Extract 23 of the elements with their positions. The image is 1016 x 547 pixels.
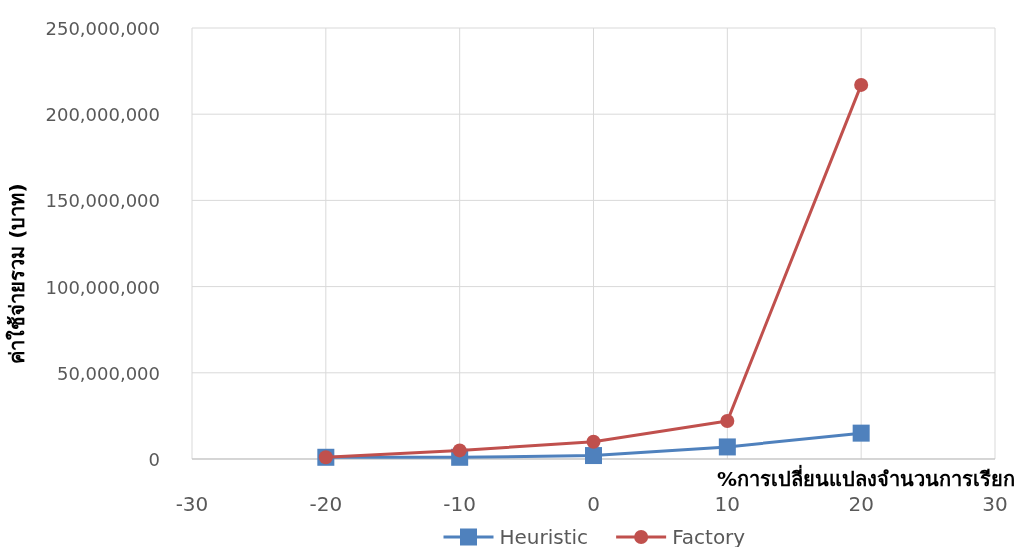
legend-label: Heuristic [499,525,589,547]
y-tick-label: 0 [148,449,160,470]
point [586,434,601,449]
x-tick-label: 20 [848,492,874,516]
point [852,424,870,442]
x-tick-label: -10 [443,492,476,516]
y-tick-label: 50,000,000 [56,362,160,384]
x-tick-label: -20 [309,492,343,516]
y-tick-label: 200,000,000 [45,104,160,126]
x-axis-title: %การเปลี่ยนแปลงจำนวนการเรียก [716,464,1015,491]
point [452,443,467,458]
point [718,438,736,456]
point [854,77,869,92]
point [720,414,735,429]
x-tick-label: 0 [587,492,600,516]
y-tick-label: 150,000,000 [45,190,160,212]
x-tick-label: 10 [714,492,741,516]
point [585,447,602,465]
x-tick-label: -30 [175,492,209,516]
x-tick-label: 30 [982,492,1008,516]
y-tick-label: 250,000,000 [45,18,160,39]
y-tick-label: 100,000,000 [45,276,160,298]
y-axis-title: ค่าใช้จ่ายรวม (บาท) [5,183,29,364]
